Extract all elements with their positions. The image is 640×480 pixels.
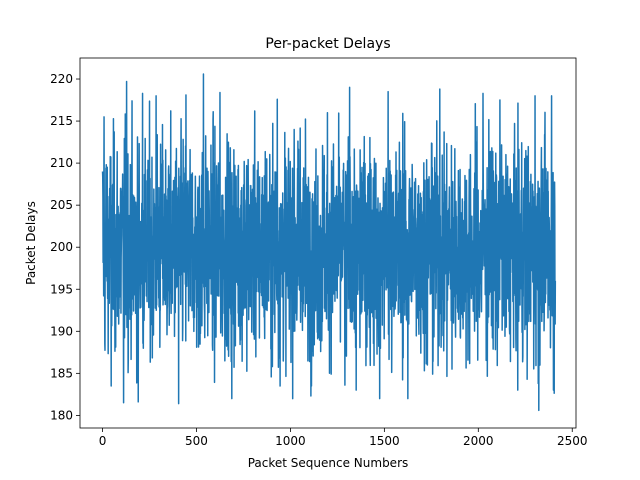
y-tick-label: 185	[50, 366, 73, 380]
chart-title: Per-packet Delays	[265, 36, 390, 52]
y-axis-label: Packet Delays	[24, 201, 38, 285]
x-tick-label: 2500	[557, 434, 588, 448]
x-axis: 0 500 1000 1500 2000 2500	[99, 428, 588, 448]
x-axis-label: Packet Sequence Numbers	[248, 456, 409, 470]
y-tick-label: 215	[50, 114, 73, 128]
x-tick-label: 2000	[463, 434, 494, 448]
y-tick-label: 210	[50, 156, 73, 170]
x-tick-label: 1000	[275, 434, 306, 448]
x-tick-label: 0	[99, 434, 107, 448]
series-line-delays	[101, 73, 557, 412]
y-tick-label: 205	[50, 198, 73, 212]
y-axis: 180 185 190 195 200 205 210 215 220	[50, 72, 80, 422]
y-tick-label: 180	[50, 408, 73, 422]
plot-frame	[79, 57, 577, 429]
y-tick-label: 200	[50, 240, 73, 254]
x-tick-label: 1500	[369, 434, 400, 448]
y-tick-label: 190	[50, 324, 73, 338]
y-tick-label: 220	[50, 72, 73, 86]
y-tick-label: 195	[50, 282, 73, 296]
x-tick-label: 500	[185, 434, 208, 448]
